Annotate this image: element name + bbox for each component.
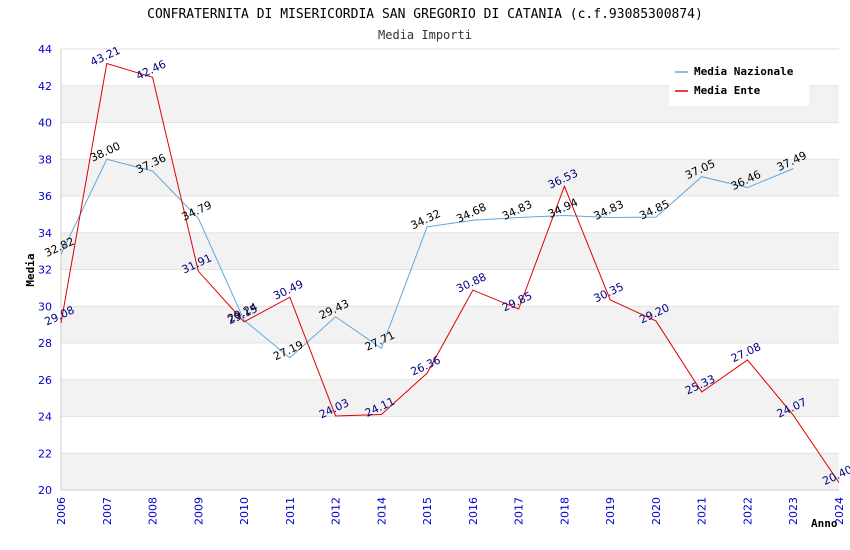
x-tick-label: 2007 (101, 497, 114, 525)
x-tick-label: 2015 (421, 497, 434, 525)
y-axis-label: Media (24, 253, 37, 286)
y-tick-label: 22 (38, 447, 52, 460)
x-tick-label: 2008 (147, 497, 160, 525)
x-tick-label: 2014 (375, 497, 388, 525)
x-tick-label: 2009 (192, 497, 205, 525)
x-axis-label: Anno (811, 517, 838, 530)
data-label-media-ente: 30.35 (592, 280, 626, 305)
y-tick-label: 28 (38, 337, 52, 350)
x-tick-label: 2018 (558, 497, 571, 525)
x-tick-label: 2006 (55, 497, 68, 525)
chart-subtitle: Media Importi (378, 28, 472, 42)
data-label-media-ente: 30.49 (271, 278, 305, 303)
y-tick-label: 32 (38, 264, 52, 277)
y-tick-label: 40 (38, 117, 52, 130)
y-tick-label: 20 (38, 484, 52, 497)
x-tick-label: 2011 (284, 497, 297, 525)
data-label-media-nazionale: 34.68 (454, 201, 488, 226)
legend-label-media-ente: Media Ente (694, 84, 761, 97)
y-tick-label: 26 (38, 374, 52, 387)
data-label-media-ente: 30.88 (454, 270, 488, 295)
grid-band (61, 159, 839, 196)
series-line-media-ente (60, 62, 840, 483)
x-tick-label: 2021 (696, 497, 709, 525)
data-label-media-nazionale: 34.85 (637, 197, 671, 222)
x-tick-label: 2019 (604, 497, 617, 525)
x-tick-labels: 2006 2007 2008 2009 2010 2011 2012 2014 2015 2016… (55, 497, 846, 525)
y-tick-labels: 20 22 24 26 28 30 32 34 36 38 40 42 44 (38, 43, 52, 497)
x-tick-label: 2017 (513, 497, 526, 525)
x-tick-label: 2016 (467, 497, 480, 525)
data-label-media-nazionale: 34.83 (592, 198, 626, 223)
y-tick-label: 30 (38, 300, 52, 313)
x-tick-label: 2022 (741, 497, 754, 525)
x-tick-label: 2020 (650, 497, 663, 525)
data-label-media-nazionale: 34.83 (500, 198, 534, 223)
y-tick-label: 38 (38, 153, 52, 166)
series-lines (60, 62, 840, 483)
legend-label-media-nazionale: Media Nazionale (694, 65, 794, 78)
y-tick-label: 44 (38, 43, 52, 56)
legend-box (669, 60, 809, 106)
x-tick-label: 2023 (787, 497, 800, 525)
y-tick-label: 42 (38, 80, 52, 93)
grid-band (61, 453, 839, 490)
grid-band (61, 379, 839, 417)
grid-band (61, 232, 839, 270)
y-tick-label: 34 (38, 227, 52, 240)
series-line-media-nazionale (60, 158, 794, 359)
data-label-media-nazionale: 34.79 (180, 199, 214, 224)
x-tick-label: 2010 (238, 497, 251, 525)
x-tick-label: 2024 (833, 497, 846, 525)
axes (60, 49, 839, 491)
y-tick-label: 36 (38, 190, 52, 203)
x-tick-label: 2012 (330, 497, 343, 525)
legend: Media Nazionale Media Ente (669, 60, 809, 106)
chart-title: CONFRATERNITA DI MISERICORDIA SAN GREGOR… (147, 7, 703, 22)
data-label-media-nazionale: 34.32 (409, 207, 443, 232)
data-label-media-ente: 42.46 (134, 58, 168, 83)
y-tick-label: 24 (38, 411, 52, 424)
data-label-media-ente: 43.21 (88, 44, 122, 69)
data-label-media-nazionale: 34.94 (546, 196, 580, 221)
grid-bands (61, 48, 839, 491)
grid-band (61, 306, 839, 343)
